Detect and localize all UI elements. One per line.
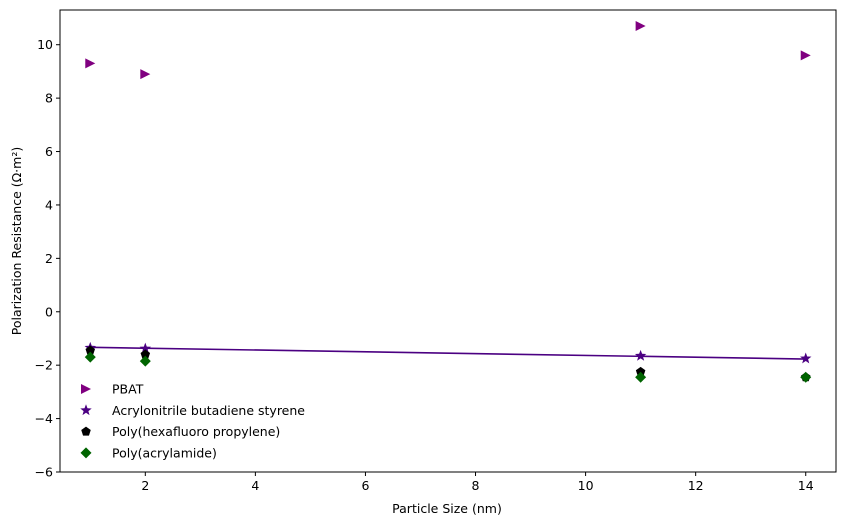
legend-label: Poly(hexafluoro propylene): [112, 424, 280, 439]
legend-marker: [81, 426, 91, 436]
y-tick-label: 6: [45, 144, 53, 159]
legend-marker: [80, 404, 92, 416]
data-point-series-4: [139, 355, 151, 367]
x-tick-label: 14: [798, 478, 814, 493]
legend-label: Poly(acrylamide): [112, 445, 217, 460]
x-tick-label: 12: [688, 478, 704, 493]
trend-line: [90, 346, 806, 360]
legend: PBAT Acrylonitrile butadiene styrene Poly(…: [80, 382, 305, 460]
y-tick-label: 0: [45, 304, 53, 319]
y-tick-label: −4: [35, 411, 53, 426]
y-tick-label: 4: [45, 197, 53, 212]
data-point-series-1: [635, 21, 646, 32]
x-tick-label: 6: [361, 478, 369, 493]
y-axis-ticks: −6 −4 −2 0 2 4 6 8 10: [35, 37, 60, 480]
legend-marker: [80, 447, 92, 459]
data-point-series-1: [85, 58, 96, 69]
x-tick-label: 10: [578, 478, 594, 493]
data-point-series-1: [800, 50, 811, 61]
data-point-series-3: [85, 345, 96, 355]
x-tick-label: 2: [141, 478, 149, 493]
data-point-series-2: [139, 342, 152, 354]
data-point-series-3: [140, 349, 151, 359]
x-tick-label: 4: [251, 478, 259, 493]
y-axis-label: Polarization Resistance (Ω·m²): [9, 147, 24, 335]
x-axis-ticks: 2 4 6 8 10 12 14: [141, 472, 814, 493]
legend-label: Acrylonitrile butadiene styrene: [112, 403, 305, 418]
y-tick-label: 8: [45, 91, 53, 106]
data-point-series-3: [635, 366, 646, 376]
legend-label: PBAT: [112, 382, 144, 397]
x-axis-label: Particle Size (nm): [392, 501, 502, 516]
y-tick-label: −6: [35, 465, 53, 480]
data-point-series-2: [634, 349, 647, 361]
legend-marker: [81, 384, 91, 394]
plot-area: [59, 9, 837, 473]
y-tick-label: −2: [35, 358, 53, 373]
data-point-series-4: [635, 371, 647, 383]
x-tick-label: 8: [472, 478, 480, 493]
plot-frame: [59, 9, 837, 473]
data-point-series-1: [140, 69, 151, 80]
trend-line-layer: [90, 346, 806, 360]
data-point-series-4: [800, 371, 812, 383]
y-tick-label: 2: [45, 251, 53, 266]
data-point-series-2: [800, 352, 812, 364]
data-point-series-4: [84, 351, 96, 363]
y-tick-label: 10: [37, 37, 53, 52]
data-marks: [84, 21, 812, 383]
